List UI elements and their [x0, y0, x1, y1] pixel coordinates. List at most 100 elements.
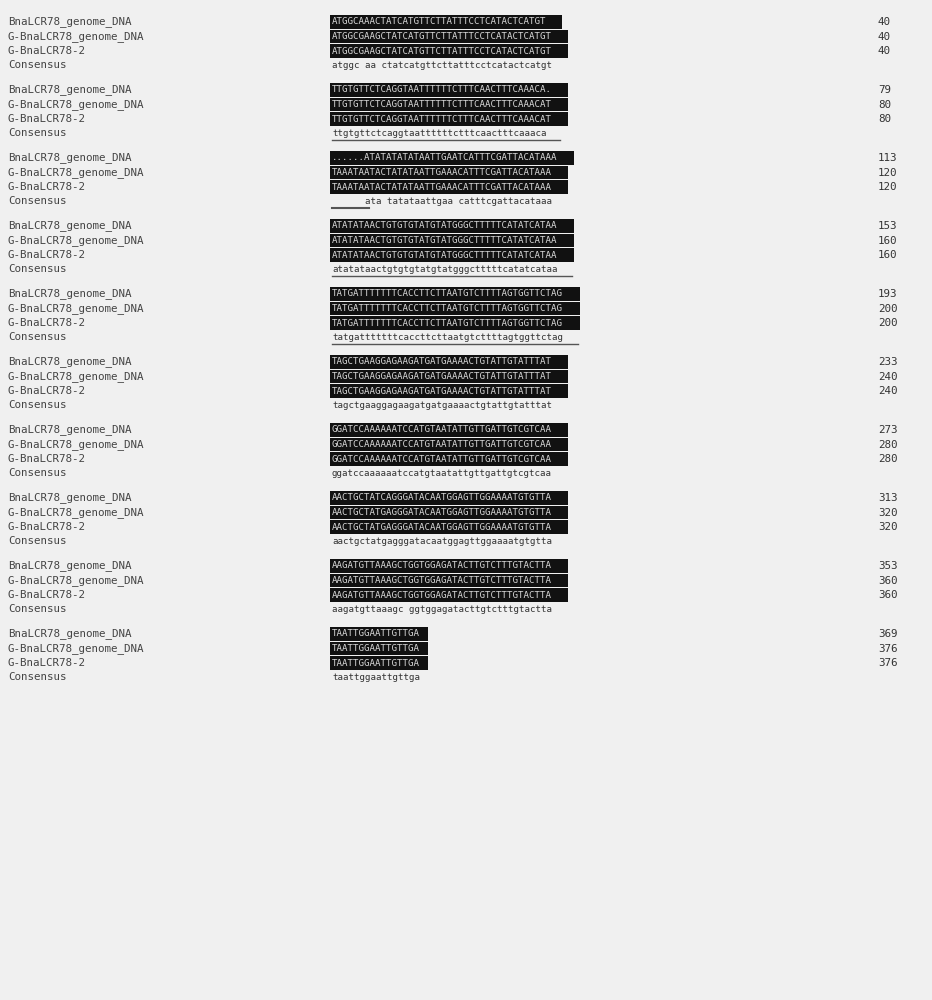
- Text: G-BnaLCR78_genome_DNA: G-BnaLCR78_genome_DNA: [8, 575, 144, 586]
- Text: TAAATAATACTATATAATTGAAACATTTCGATTACATAAA: TAAATAATACTATATAATTGAAACATTTCGATTACATAAA: [332, 182, 552, 192]
- Bar: [330, 287, 580, 301]
- Text: 320: 320: [878, 508, 898, 518]
- Bar: [330, 151, 574, 165]
- Text: ATGGCGAAGCTATCATGTTCTTATTTCCTCATACTCATGT: ATGGCGAAGCTATCATGTTCTTATTTCCTCATACTCATGT: [332, 46, 552, 55]
- Bar: [330, 370, 568, 383]
- Bar: [330, 642, 428, 655]
- Text: AAGATGTTAAAGCTGGTGGAGATACTTGTCTTTGTACTTA: AAGATGTTAAAGCTGGTGGAGATACTTGTCTTTGTACTTA: [332, 576, 552, 585]
- Text: TAGCTGAAGGAGAAGATGATGAAAACTGTATTGTATTTAT: TAGCTGAAGGAGAAGATGATGAAAACTGTATTGTATTTAT: [332, 386, 552, 395]
- Text: ATATATAACTGTGTGTATGTATGGGCTTTTTCATATCATAA: ATATATAACTGTGTGTATGTATGGGCTTTTTCATATCATA…: [332, 236, 557, 245]
- Text: TAATTGGAATTGTTGA: TAATTGGAATTGTTGA: [332, 630, 420, 639]
- Text: AACTGCTATGAGGGATACAATGGAGTTGGAAAATGTGTTA: AACTGCTATGAGGGATACAATGGAGTTGGAAAATGTGTTA: [332, 522, 552, 532]
- Text: aagatgttaaagc ggtggagatacttgtctttgtactta: aagatgttaaagc ggtggagatacttgtctttgtactta: [332, 605, 552, 614]
- Text: 79: 79: [878, 85, 891, 95]
- Text: 233: 233: [878, 357, 898, 367]
- Text: AAGATGTTAAAGCTGGTGGAGATACTTGTCTTTGTACTTA: AAGATGTTAAAGCTGGTGGAGATACTTGTCTTTGTACTTA: [332, 562, 552, 570]
- Text: G-BnaLCR78_genome_DNA: G-BnaLCR78_genome_DNA: [8, 167, 144, 178]
- Text: tagctgaaggagaagatgatgaaaactgtattgtatttat: tagctgaaggagaagatgatgaaaactgtattgtatttat: [332, 401, 552, 410]
- Text: 40: 40: [878, 31, 891, 41]
- Text: AACTGCTATGAGGGATACAATGGAGTTGGAAAATGTGTTA: AACTGCTATGAGGGATACAATGGAGTTGGAAAATGTGTTA: [332, 508, 552, 517]
- Text: 160: 160: [878, 235, 898, 245]
- Text: 153: 153: [878, 221, 898, 231]
- Text: Consensus: Consensus: [8, 468, 66, 479]
- Bar: [330, 219, 574, 233]
- Text: G-BnaLCR78_genome_DNA: G-BnaLCR78_genome_DNA: [8, 235, 144, 246]
- Text: ATGGCGAAGCTATCATGTTCTTATTTCCTCATACTCATGT: ATGGCGAAGCTATCATGTTCTTATTTCCTCATACTCATGT: [332, 32, 552, 41]
- Text: ......ATATATATATAATTGAATCATTTCGATTACATAAA: ......ATATATATATAATTGAATCATTTCGATTACATAA…: [332, 153, 557, 162]
- Text: Consensus: Consensus: [8, 604, 66, 614]
- Text: 80: 80: [878, 100, 891, 109]
- Text: G-BnaLCR78-2: G-BnaLCR78-2: [8, 182, 86, 192]
- Text: 200: 200: [878, 304, 898, 314]
- Text: Consensus: Consensus: [8, 672, 66, 682]
- Bar: [330, 423, 568, 437]
- Text: TTGTGTTCTCAGGTAATTTTTTCTTTCAACTTTCAAACA.: TTGTGTTCTCAGGTAATTTTTTCTTTCAACTTTCAAACA.: [332, 86, 552, 95]
- Text: G-BnaLCR78_genome_DNA: G-BnaLCR78_genome_DNA: [8, 643, 144, 654]
- Text: G-BnaLCR78-2: G-BnaLCR78-2: [8, 250, 86, 260]
- Text: 113: 113: [878, 153, 898, 163]
- Text: BnaLCR78_genome_DNA: BnaLCR78_genome_DNA: [8, 289, 131, 299]
- Text: Consensus: Consensus: [8, 400, 66, 410]
- Bar: [330, 656, 428, 670]
- Text: 120: 120: [878, 182, 898, 192]
- Text: G-BnaLCR78_genome_DNA: G-BnaLCR78_genome_DNA: [8, 303, 144, 314]
- Text: TATGATTTTTTTCACCTTCTTAATGTCTTTTAGTGGTTCTAG: TATGATTTTTTTCACCTTCTTAATGTCTTTTAGTGGTTCT…: [332, 318, 563, 328]
- Text: 240: 240: [878, 386, 898, 396]
- Bar: [330, 302, 580, 315]
- Text: G-BnaLCR78-2: G-BnaLCR78-2: [8, 590, 86, 600]
- Text: ATATATAACTGTGTGTATGTATGGGCTTTTTCATATCATAA: ATATATAACTGTGTGTATGTATGGGCTTTTTCATATCATA…: [332, 222, 557, 231]
- Bar: [330, 112, 568, 126]
- Bar: [330, 506, 568, 519]
- Text: BnaLCR78_genome_DNA: BnaLCR78_genome_DNA: [8, 493, 131, 503]
- Text: 280: 280: [878, 440, 898, 450]
- Text: G-BnaLCR78-2: G-BnaLCR78-2: [8, 114, 86, 124]
- Text: tatgatttttttcaccttcttaatgtcttttagtggttctag: tatgatttttttcaccttcttaatgtcttttagtggttct…: [332, 333, 563, 342]
- Text: G-BnaLCR78-2: G-BnaLCR78-2: [8, 386, 86, 396]
- Bar: [330, 627, 428, 641]
- Text: 40: 40: [878, 17, 891, 27]
- Text: TAAATAATACTATATAATTGAAACATTTCGATTACATAAA: TAAATAATACTATATAATTGAAACATTTCGATTACATAAA: [332, 168, 552, 177]
- Bar: [330, 98, 568, 111]
- Text: Consensus: Consensus: [8, 60, 66, 70]
- Text: 369: 369: [878, 629, 898, 639]
- Text: BnaLCR78_genome_DNA: BnaLCR78_genome_DNA: [8, 357, 131, 367]
- Text: G-BnaLCR78_genome_DNA: G-BnaLCR78_genome_DNA: [8, 507, 144, 518]
- Bar: [330, 384, 568, 398]
- Bar: [330, 30, 568, 43]
- Text: 200: 200: [878, 318, 898, 328]
- Text: 376: 376: [878, 644, 898, 654]
- Text: G-BnaLCR78-2: G-BnaLCR78-2: [8, 318, 86, 328]
- Text: AACTGCTATCAGGGATACAATGGAGTTGGAAAATGTGTTA: AACTGCTATCAGGGATACAATGGAGTTGGAAAATGTGTTA: [332, 493, 552, 502]
- Bar: [330, 438, 568, 451]
- Text: BnaLCR78_genome_DNA: BnaLCR78_genome_DNA: [8, 221, 131, 231]
- Text: TAGCTGAAGGAGAAGATGATGAAAACTGTATTGTATTTAT: TAGCTGAAGGAGAAGATGATGAAAACTGTATTGTATTTAT: [332, 372, 552, 381]
- Bar: [330, 15, 562, 29]
- Text: BnaLCR78_genome_DNA: BnaLCR78_genome_DNA: [8, 85, 131, 95]
- Text: BnaLCR78_genome_DNA: BnaLCR78_genome_DNA: [8, 17, 131, 27]
- Bar: [330, 452, 568, 466]
- Text: Consensus: Consensus: [8, 536, 66, 546]
- Text: TTGTGTTCTCAGGTAATTTTTTCTTTCAACTTTCAAACAT: TTGTGTTCTCAGGTAATTTTTTCTTTCAACTTTCAAACAT: [332, 100, 552, 109]
- Text: atggc aa ctatcatgttcttatttcctcatactcatgt: atggc aa ctatcatgttcttatttcctcatactcatgt: [332, 61, 552, 70]
- Text: 160: 160: [878, 250, 898, 260]
- Text: ggatccaaaaaatccatgtaatattgttgattgtcgtcaa: ggatccaaaaaatccatgtaatattgttgattgtcgtcaa: [332, 469, 552, 478]
- Text: GGATCCAAAAAATCCATGTAATATTGTTGATTGTCGTCAA: GGATCCAAAAAATCCATGTAATATTGTTGATTGTCGTCAA: [332, 454, 552, 464]
- Text: 376: 376: [878, 658, 898, 668]
- Text: TAATTGGAATTGTTGA: TAATTGGAATTGTTGA: [332, 644, 420, 653]
- Bar: [330, 180, 568, 194]
- Text: G-BnaLCR78-2: G-BnaLCR78-2: [8, 522, 86, 532]
- Text: BnaLCR78_genome_DNA: BnaLCR78_genome_DNA: [8, 425, 131, 435]
- Text: ATGGCAAACTATCATGTTCTTATTTCCTCATACTCATGT: ATGGCAAACTATCATGTTCTTATTTCCTCATACTCATGT: [332, 17, 546, 26]
- Text: Consensus: Consensus: [8, 196, 66, 207]
- Text: 120: 120: [878, 167, 898, 178]
- Text: 240: 240: [878, 371, 898, 381]
- Bar: [330, 491, 568, 505]
- Bar: [330, 559, 568, 573]
- Bar: [330, 248, 574, 262]
- Text: 80: 80: [878, 114, 891, 124]
- Bar: [330, 44, 568, 58]
- Text: G-BnaLCR78_genome_DNA: G-BnaLCR78_genome_DNA: [8, 439, 144, 450]
- Text: BnaLCR78_genome_DNA: BnaLCR78_genome_DNA: [8, 153, 131, 163]
- Text: Consensus: Consensus: [8, 264, 66, 274]
- Text: G-BnaLCR78_genome_DNA: G-BnaLCR78_genome_DNA: [8, 371, 144, 382]
